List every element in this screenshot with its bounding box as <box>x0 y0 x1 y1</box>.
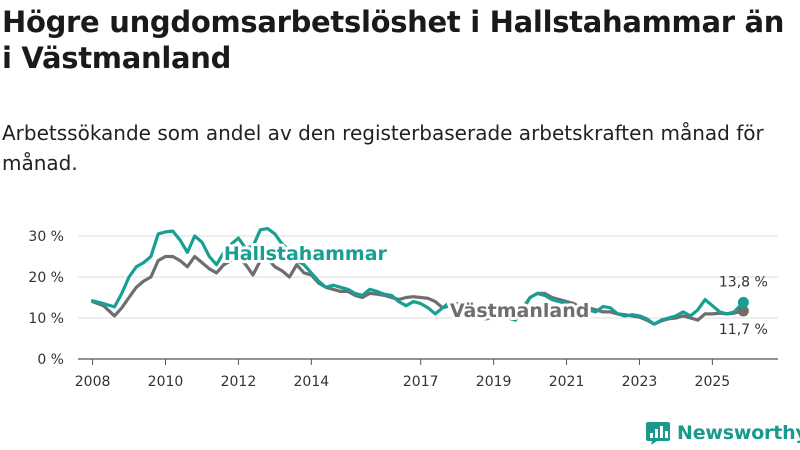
x-tick-label: 2008 <box>75 374 111 390</box>
chart-subtitle: Arbetssökande som andel av den registerb… <box>2 121 764 175</box>
series-label-hallstahammar-halo: Hallstahammar <box>224 243 388 265</box>
series-label-hallstahammar: Hallstahammar <box>224 243 388 265</box>
x-tick-label: 2012 <box>221 374 257 390</box>
series-line-hallstahammar <box>91 227 745 326</box>
x-tick-label: 2025 <box>695 374 731 390</box>
y-tick-label: 30 % <box>28 229 64 245</box>
end-label-vastmanland: 11,7 % <box>719 322 768 338</box>
x-tick-label: 2019 <box>476 374 512 390</box>
x-tick-label: 2021 <box>549 374 585 390</box>
end-point-vastmanland <box>737 305 749 317</box>
x-tick-label: 2010 <box>148 374 184 390</box>
end-point-hallstahammar <box>737 296 749 308</box>
y-tick-label: 20 % <box>28 270 64 286</box>
x-tick-label: 2023 <box>622 374 658 390</box>
series-label-vastmanland: Västmanland <box>450 300 590 322</box>
newsworthy-logo: Newsworthy <box>645 420 800 446</box>
newsworthy-logo-text: Newsworthy <box>677 422 800 444</box>
end-label-hallstahammar: 13,8 % <box>719 274 768 290</box>
x-tick-label: 2017 <box>403 374 439 390</box>
y-tick-label: 10 % <box>28 311 64 327</box>
series-line-vastmanland <box>91 254 745 326</box>
chart-title: Högre ungdomsarbetslöshet i Hallstahamma… <box>2 5 785 75</box>
newsworthy-logo-icon <box>646 422 670 445</box>
y-tick-label: 0 % <box>37 352 64 368</box>
x-tick-label: 2014 <box>294 374 330 390</box>
series-label-vastmanland-halo: Västmanland <box>450 300 590 322</box>
